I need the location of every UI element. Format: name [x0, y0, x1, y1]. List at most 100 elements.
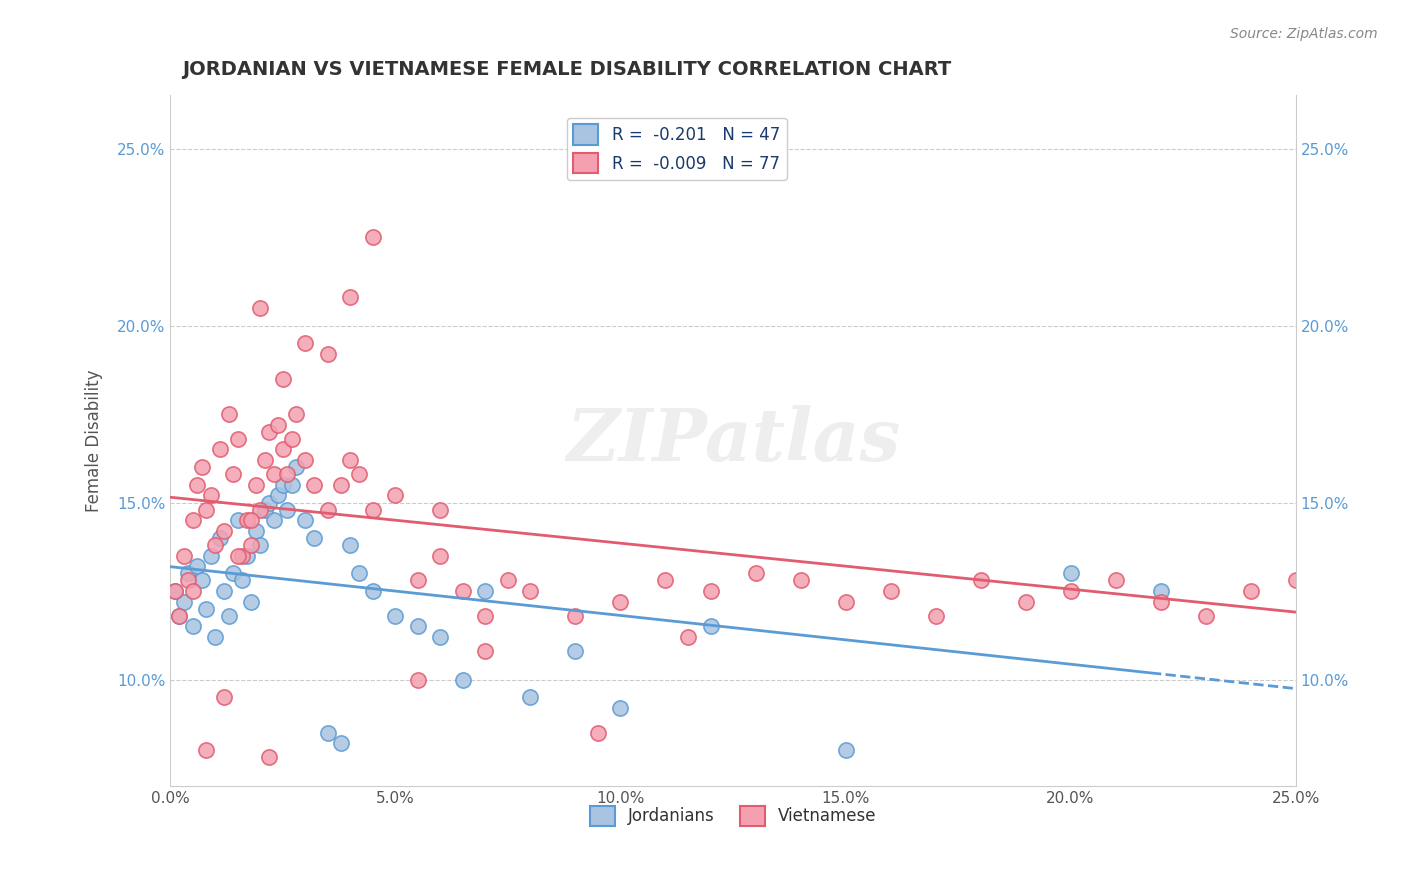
Point [240, 595, 263, 609]
Point [276, 467, 298, 482]
Point [294, 513, 316, 527]
Point [253, 502, 276, 516]
Point [271, 372, 294, 386]
Point [245, 524, 267, 538]
Point [177, 574, 200, 588]
Point [834, 743, 856, 757]
Point [226, 513, 249, 527]
Point [429, 502, 451, 516]
Point [214, 584, 236, 599]
Point [226, 549, 249, 563]
Point [195, 601, 218, 615]
Point [384, 488, 406, 502]
Point [834, 595, 856, 609]
Point [186, 559, 208, 574]
Point [519, 584, 541, 599]
Point [474, 584, 496, 599]
Point [451, 673, 474, 687]
Point [316, 725, 339, 739]
Point [316, 502, 339, 516]
Point [267, 488, 290, 502]
Point [263, 467, 285, 482]
Point [259, 425, 281, 439]
Point [200, 488, 222, 502]
Point [294, 453, 316, 467]
Point [1284, 574, 1306, 588]
Point [218, 407, 240, 421]
Point [519, 690, 541, 705]
Point [1149, 595, 1171, 609]
Point [339, 290, 361, 304]
Point [208, 531, 231, 545]
Point [236, 513, 259, 527]
Point [699, 619, 721, 633]
Point [304, 531, 326, 545]
Point [163, 584, 186, 599]
Point [218, 608, 240, 623]
Point [304, 478, 326, 492]
Point [191, 460, 214, 475]
Point [240, 513, 263, 527]
Point [361, 584, 384, 599]
Point [339, 538, 361, 552]
Point [361, 230, 384, 244]
Point [249, 301, 271, 315]
Point [564, 608, 586, 623]
Point [181, 513, 204, 527]
Point [195, 502, 218, 516]
Point [1149, 584, 1171, 599]
Point [406, 574, 429, 588]
Point [1014, 595, 1036, 609]
Point [236, 549, 259, 563]
Point [676, 630, 699, 644]
Point [1059, 566, 1081, 581]
Point [744, 148, 766, 162]
Point [330, 736, 353, 750]
Point [609, 595, 631, 609]
Point [249, 538, 271, 552]
Point [474, 608, 496, 623]
Y-axis label: Female Disability: Female Disability [86, 369, 103, 512]
Point [214, 690, 236, 705]
Point [281, 478, 304, 492]
Point [191, 574, 214, 588]
Point [271, 478, 294, 492]
Point [361, 502, 384, 516]
Point [208, 442, 231, 457]
Point [496, 574, 519, 588]
Point [276, 502, 298, 516]
Point [744, 566, 766, 581]
Point [249, 502, 271, 516]
Point [429, 630, 451, 644]
Point [200, 549, 222, 563]
Point [1104, 574, 1126, 588]
Point [406, 619, 429, 633]
Point [163, 584, 186, 599]
Point [330, 478, 353, 492]
Text: ZIPatlas: ZIPatlas [567, 405, 900, 476]
Point [222, 566, 245, 581]
Point [204, 538, 226, 552]
Point [204, 630, 226, 644]
Point [253, 453, 276, 467]
Point [564, 644, 586, 658]
Point [226, 432, 249, 446]
Point [349, 566, 371, 581]
Point [339, 453, 361, 467]
Point [173, 549, 195, 563]
Point [1194, 608, 1216, 623]
Point [240, 538, 263, 552]
Point [222, 467, 245, 482]
Point [195, 743, 218, 757]
Text: JORDANIAN VS VIETNAMESE FEMALE DISABILITY CORRELATION CHART: JORDANIAN VS VIETNAMESE FEMALE DISABILIT… [181, 60, 950, 78]
Point [169, 608, 191, 623]
Text: Source: ZipAtlas.com: Source: ZipAtlas.com [1230, 27, 1378, 41]
Point [451, 584, 474, 599]
Point [259, 750, 281, 764]
Point [474, 644, 496, 658]
Point [271, 442, 294, 457]
Point [609, 701, 631, 715]
Point [969, 574, 991, 588]
Point [231, 549, 253, 563]
Point [186, 478, 208, 492]
